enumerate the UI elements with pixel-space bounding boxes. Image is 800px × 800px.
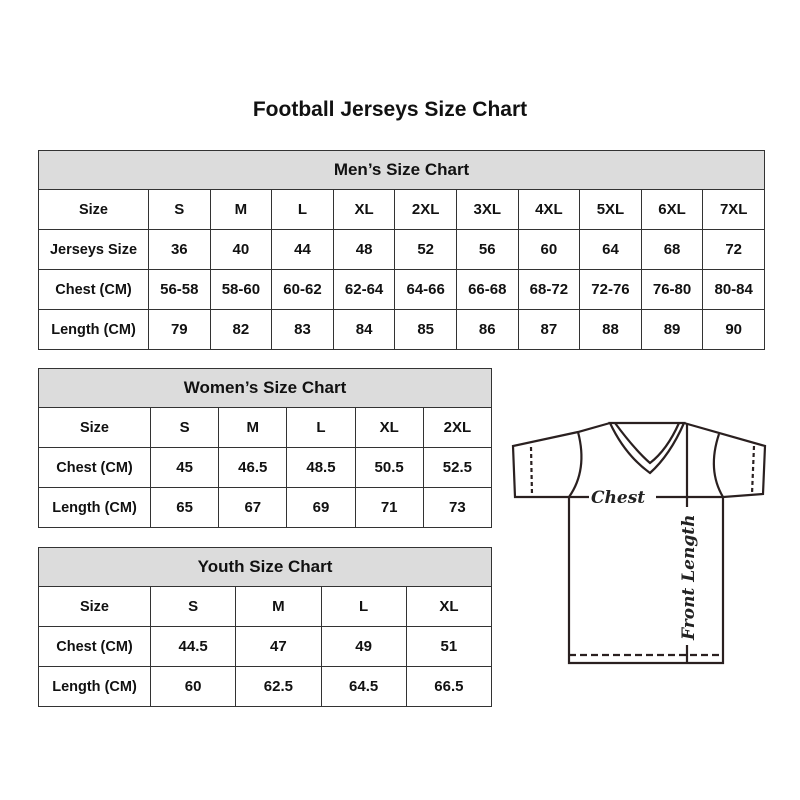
table-cell: 7XL [702,189,766,230]
table-cell: S [149,586,237,627]
table-cell: M [235,586,322,627]
table-cell: 89 [640,309,704,350]
table-cell: XL [354,407,424,448]
table-cell: 5XL [579,189,642,230]
table-cell: 66-68 [455,269,519,310]
table-cell: S [149,407,220,448]
table-cell: 6XL [640,189,704,230]
table-cell: 90 [702,309,766,350]
table-cell: 84 [332,309,396,350]
chest-label: Chest [591,488,645,508]
table-cell: 44.5 [149,626,237,667]
table-cell: 3XL [455,189,519,230]
table-cell: 4XL [517,189,581,230]
front-length-label: Front Length [679,515,699,641]
table-cell: 82 [209,309,273,350]
table-cell: 83 [271,309,334,350]
table-row: Length (CM) 79 82 83 84 85 86 87 88 89 90 [38,309,766,350]
row-label: Chest (CM) [38,269,149,310]
table-cell: 44 [271,229,334,270]
table-cell: L [286,407,356,448]
table-cell: M [218,407,288,448]
table-row: Chest (CM) 44.5 47 49 51 [38,626,493,667]
table-cell: 60 [517,229,581,270]
table-cell: 66.5 [405,666,493,707]
table-cell: 80-84 [702,269,766,310]
womens-size-table: Women’s Size Chart Size S M L XL 2XL Chest (CM)… [37,368,493,528]
jersey-measurement-diagram: Chest Front Length [511,421,767,665]
table-cell: 68-72 [517,269,581,310]
youth-size-table: Youth Size Chart Size S M L XL Chest (CM) 44.5 4… [37,547,493,707]
youth-table-heading: Youth Size Chart [37,547,493,587]
table-cell: 79 [148,309,211,350]
table-cell: 62.5 [235,666,322,707]
row-label: Length (CM) [38,487,151,528]
table-row: Chest (CM) 45 46.5 48.5 50.5 52.5 [38,447,493,488]
men-table-heading: Men’s Size Chart [37,150,766,190]
row-label: Size [38,407,151,448]
women-table-heading: Women’s Size Chart [37,368,493,408]
table-row: Length (CM) 60 62.5 64.5 66.5 [38,666,493,707]
table-cell: 47 [235,626,322,667]
table-cell: XL [332,189,396,230]
table-cell: 40 [209,229,273,270]
table-cell: 2XL [422,407,493,448]
table-cell: 60 [149,666,237,707]
table-row: Length (CM) 65 67 69 71 73 [38,487,493,528]
table-cell: 72-76 [579,269,642,310]
table-cell: L [271,189,334,230]
table-cell: 60-62 [271,269,334,310]
table-cell: 64 [579,229,642,270]
table-cell: 69 [286,487,356,528]
table-cell: XL [405,586,493,627]
table-cell: 87 [517,309,581,350]
table-cell: 50.5 [354,447,424,488]
table-cell: 51 [405,626,493,667]
table-row: Jerseys Size 36 40 44 48 52 56 60 64 68 72 [38,229,766,270]
row-label: Jerseys Size [38,229,149,270]
table-cell: 72 [702,229,766,270]
table-row: Size S M L XL [38,586,493,627]
table-cell: 64.5 [320,666,407,707]
table-row: Size S M L XL 2XL 3XL 4XL 5XL 6XL 7XL [38,189,766,230]
table-cell: 46.5 [218,447,288,488]
table-cell: 88 [579,309,642,350]
table-cell: M [209,189,273,230]
table-cell: 86 [455,309,519,350]
table-cell: 49 [320,626,407,667]
table-cell: 52.5 [422,447,493,488]
row-label: Size [38,586,151,627]
row-label: Chest (CM) [38,447,151,488]
row-label: Size [38,189,149,230]
table-cell: 68 [640,229,704,270]
table-cell: 62-64 [332,269,396,310]
page-title: Football Jerseys Size Chart [252,98,528,121]
table-cell: 67 [218,487,288,528]
table-cell: 73 [422,487,493,528]
table-cell: 56-58 [148,269,211,310]
table-cell: 2XL [394,189,457,230]
table-cell: 58-60 [209,269,273,310]
mens-size-table: Men’s Size Chart Size S M L XL 2XL 3XL 4XL 5XL 6XL… [37,150,766,350]
table-cell: 36 [148,229,211,270]
table-cell: 45 [149,447,220,488]
table-row: Size S M L XL 2XL [38,407,493,448]
table-cell: L [320,586,407,627]
table-cell: 52 [394,229,457,270]
row-label: Length (CM) [38,309,149,350]
table-row: Chest (CM) 56-58 58-60 60-62 62-64 64-66 66-68… [38,269,766,310]
table-cell: 56 [455,229,519,270]
table-cell: 76-80 [640,269,704,310]
table-cell: S [148,189,211,230]
table-cell: 85 [394,309,457,350]
table-cell: 65 [149,487,220,528]
table-cell: 64-66 [394,269,457,310]
table-cell: 48.5 [286,447,356,488]
row-label: Chest (CM) [38,626,151,667]
row-label: Length (CM) [38,666,151,707]
table-cell: 48 [332,229,396,270]
table-cell: 71 [354,487,424,528]
